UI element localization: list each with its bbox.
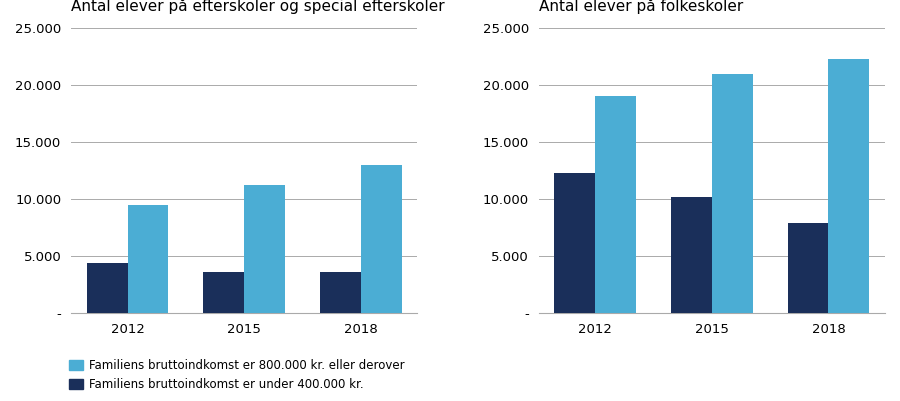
Bar bbox=[595, 96, 636, 313]
Bar bbox=[203, 272, 244, 313]
Bar bbox=[788, 223, 828, 313]
Bar bbox=[554, 173, 595, 313]
Bar bbox=[320, 272, 361, 313]
Bar bbox=[244, 185, 285, 313]
Bar bbox=[712, 74, 752, 313]
Bar bbox=[86, 263, 128, 313]
Bar bbox=[828, 59, 869, 313]
Bar bbox=[128, 205, 168, 313]
Bar bbox=[671, 196, 712, 313]
Text: Antal elever på folkeskoler: Antal elever på folkeskoler bbox=[538, 0, 742, 14]
Bar bbox=[361, 165, 401, 313]
Legend: Familiens bruttoindkomst er 800.000 kr. eller derover, Familiens bruttoindkomst : Familiens bruttoindkomst er 800.000 kr. … bbox=[69, 359, 405, 391]
Text: Antal elever på efterskoler og special efterskoler: Antal elever på efterskoler og special e… bbox=[71, 0, 445, 14]
